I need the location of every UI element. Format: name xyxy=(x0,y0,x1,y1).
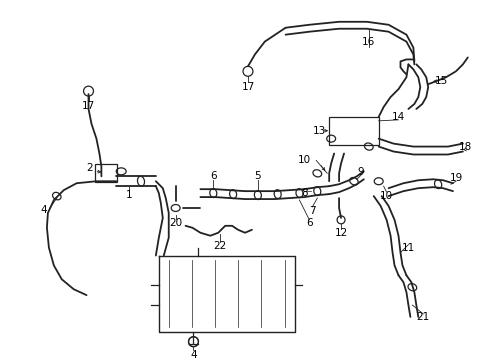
Text: 10: 10 xyxy=(297,156,310,166)
Text: 6: 6 xyxy=(305,218,312,228)
Text: 18: 18 xyxy=(458,141,471,152)
Text: 15: 15 xyxy=(433,76,447,86)
Text: 8: 8 xyxy=(301,188,307,198)
Text: 16: 16 xyxy=(362,37,375,46)
Text: 13: 13 xyxy=(312,126,325,136)
Text: 21: 21 xyxy=(416,312,429,322)
Text: 4: 4 xyxy=(41,205,47,215)
Text: 1: 1 xyxy=(125,190,132,200)
Text: 4: 4 xyxy=(190,350,196,360)
Text: 7: 7 xyxy=(308,206,315,216)
Text: 17: 17 xyxy=(81,101,95,111)
Text: 6: 6 xyxy=(209,171,216,181)
Bar xyxy=(95,165,117,182)
Text: 5: 5 xyxy=(254,171,261,181)
Text: 22: 22 xyxy=(213,240,226,251)
Text: 14: 14 xyxy=(391,112,404,122)
Bar xyxy=(328,117,378,145)
Text: 12: 12 xyxy=(334,228,347,238)
Text: 2: 2 xyxy=(86,163,93,174)
Text: 19: 19 xyxy=(448,173,462,183)
Text: 10: 10 xyxy=(379,191,392,201)
Text: 9: 9 xyxy=(357,167,364,177)
Text: 11: 11 xyxy=(401,243,414,253)
Text: 17: 17 xyxy=(241,82,254,92)
Text: 20: 20 xyxy=(169,218,182,228)
